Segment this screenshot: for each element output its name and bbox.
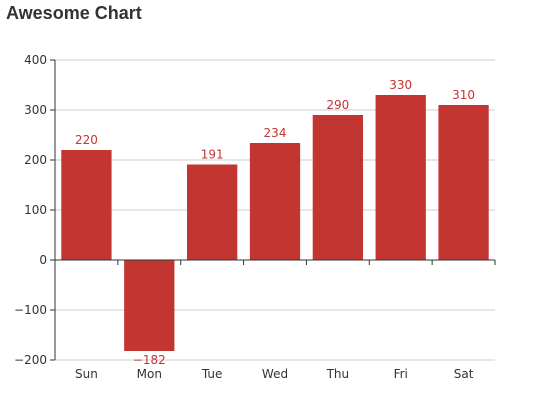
bar <box>312 115 363 260</box>
y-tick-label: 400 <box>24 53 47 67</box>
bar <box>438 105 489 260</box>
data-label: 191 <box>201 148 224 162</box>
y-tick-label: −200 <box>14 353 47 367</box>
data-label: 220 <box>75 133 98 147</box>
y-tick-label: −100 <box>14 303 47 317</box>
x-tick-label: Sun <box>75 367 98 381</box>
axes <box>50 59 496 361</box>
bars <box>61 95 489 351</box>
x-tick-label: Mon <box>137 367 162 381</box>
bar <box>61 150 112 260</box>
y-tick-label: 200 <box>24 153 47 167</box>
bar <box>124 260 175 351</box>
data-label: 290 <box>326 98 349 112</box>
y-tick-label: 0 <box>39 253 47 267</box>
x-tick-label: Thu <box>326 367 350 381</box>
chart-title: Awesome Chart <box>6 3 142 23</box>
data-label: −182 <box>133 353 166 367</box>
data-label: 330 <box>389 78 412 92</box>
y-tick-label: 300 <box>24 103 47 117</box>
x-tick-label: Tue <box>201 367 223 381</box>
x-tick-label: Sat <box>454 367 474 381</box>
x-tick-label: Wed <box>262 367 288 381</box>
bar <box>375 95 426 260</box>
data-label: 234 <box>264 126 287 140</box>
data-label: 310 <box>452 88 475 102</box>
bar <box>187 164 238 260</box>
y-tick-label: 100 <box>24 203 47 217</box>
bar <box>249 143 301 260</box>
x-tick-label: Fri <box>394 367 408 381</box>
